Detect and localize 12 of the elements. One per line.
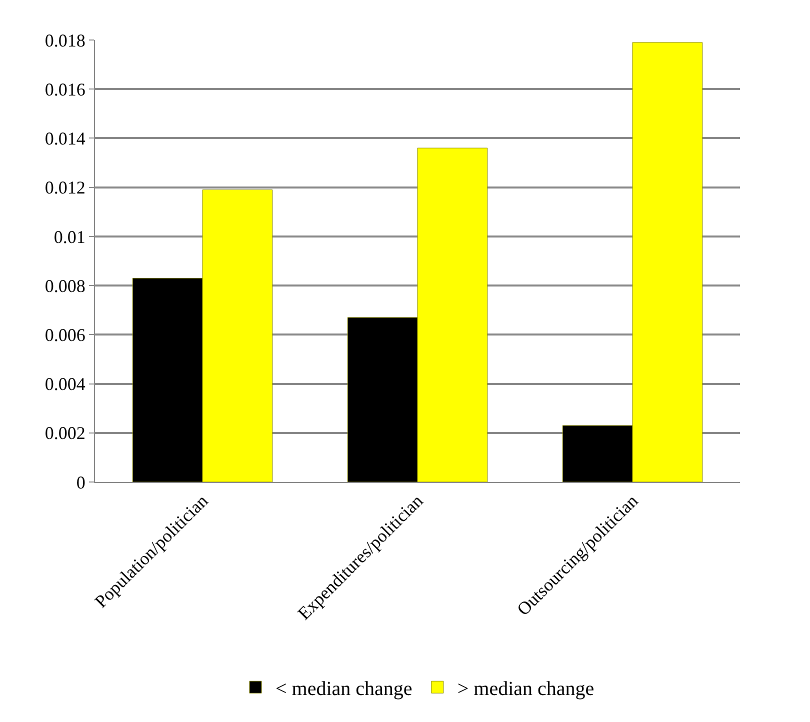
y-tick-label: 0.006 [44,324,86,345]
y-tick-label: 0.012 [44,178,86,198]
y-tick-label: 0.002 [44,423,86,444]
legend-label: < median change [276,678,412,700]
legend-label: > median change [457,678,594,700]
y-tick-label: 0.01 [54,226,86,247]
y-tick-label: 0.008 [44,276,86,296]
y-tick-label: 0.016 [44,79,86,100]
y-tick-label: 0.018 [44,30,86,50]
y-tick-label: 0.014 [44,128,86,149]
y-tick-label: 0.004 [44,374,86,394]
y-tick-label: 0 [76,472,86,492]
